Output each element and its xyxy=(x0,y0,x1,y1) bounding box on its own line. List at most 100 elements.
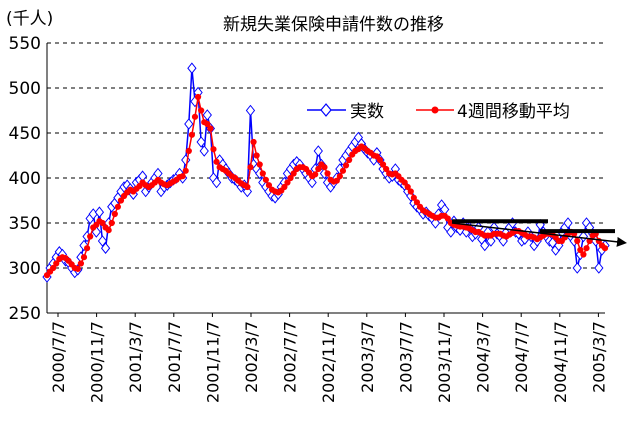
y-tick-label: 500 xyxy=(9,79,41,99)
data-point xyxy=(53,260,60,267)
data-point xyxy=(583,245,590,252)
data-point xyxy=(211,176,222,189)
data-point xyxy=(194,93,202,101)
data-point xyxy=(480,239,490,252)
data-point xyxy=(79,239,89,252)
data-point xyxy=(199,145,209,157)
data-point xyxy=(50,264,57,272)
data-point xyxy=(105,227,112,234)
y-axis-unit: (千人) xyxy=(6,9,54,29)
data-point xyxy=(413,199,421,206)
data-point xyxy=(207,125,214,132)
data-point xyxy=(577,246,584,254)
data-point xyxy=(256,161,263,168)
legend-label-average: 4週間移動平均 xyxy=(457,102,570,122)
data-point xyxy=(324,170,331,177)
x-tick-label: 2004/11/7 xyxy=(551,321,570,403)
data-point xyxy=(204,120,211,128)
data-point xyxy=(259,170,266,177)
data-point xyxy=(572,262,582,274)
data-point xyxy=(444,215,451,222)
data-point xyxy=(410,194,417,201)
data-point xyxy=(284,179,291,186)
data-point xyxy=(333,177,340,184)
data-point xyxy=(404,183,411,191)
legend-label-actual: 実数 xyxy=(350,102,384,122)
x-tick-label: 2004/3/7 xyxy=(474,321,493,393)
data-point xyxy=(185,147,192,155)
legend-marker-average xyxy=(431,106,439,114)
data-point xyxy=(210,146,217,153)
x-tick-label: 2003/7/7 xyxy=(396,321,415,393)
data-point xyxy=(262,176,269,183)
data-point xyxy=(202,109,212,121)
data-point xyxy=(446,226,456,238)
data-point xyxy=(191,113,199,120)
data-point xyxy=(253,152,260,159)
x-tick-label: 2001/7/7 xyxy=(165,321,184,393)
data-point xyxy=(182,167,189,174)
data-point xyxy=(580,251,587,258)
x-tick-label: 2002/11/7 xyxy=(319,321,338,403)
y-tick-label: 550 xyxy=(9,34,41,54)
y-tick-label: 350 xyxy=(9,214,41,234)
chart-title: 新規失業保険申請件数の推移 xyxy=(223,15,444,35)
trend-arrow xyxy=(451,222,627,247)
y-tick-label: 250 xyxy=(9,304,41,324)
x-tick-label: 2003/3/7 xyxy=(358,321,377,393)
data-point xyxy=(383,165,390,173)
data-point xyxy=(290,170,297,177)
data-point xyxy=(196,136,206,148)
data-point xyxy=(114,203,122,210)
x-tick-label: 2000/11/7 xyxy=(88,321,107,403)
data-point xyxy=(250,138,257,146)
data-point xyxy=(342,162,350,169)
data-point xyxy=(313,145,323,157)
data-point xyxy=(179,173,186,180)
data-point xyxy=(346,156,353,164)
data-point xyxy=(281,183,288,191)
data-point xyxy=(187,62,197,75)
x-tick-label: 2003/11/7 xyxy=(435,321,454,403)
data-point xyxy=(265,182,273,189)
data-point xyxy=(247,164,254,171)
y-tick-label: 400 xyxy=(9,169,41,189)
data-point xyxy=(287,174,294,182)
data-point xyxy=(401,179,408,186)
data-point xyxy=(111,210,118,218)
data-point xyxy=(108,219,115,227)
data-point xyxy=(563,217,573,229)
x-tick-label: 2002/7/7 xyxy=(281,321,300,393)
data-point xyxy=(594,262,604,274)
x-tick-label: 2001/3/7 xyxy=(126,321,145,393)
data-point xyxy=(100,242,111,255)
legend-marker-actual xyxy=(320,103,332,117)
x-tick-label: 2005/3/7 xyxy=(589,321,608,393)
x-tick-label: 2001/11/7 xyxy=(203,321,222,403)
data-point xyxy=(307,176,317,189)
data-point xyxy=(99,219,106,227)
y-tick-label: 450 xyxy=(9,124,41,144)
data-point xyxy=(198,107,205,114)
data-point xyxy=(213,158,220,165)
data-point xyxy=(312,171,319,178)
data-point xyxy=(87,233,94,240)
data-point xyxy=(244,183,251,191)
data-point xyxy=(379,161,387,168)
data-point xyxy=(77,260,85,267)
data-point xyxy=(97,235,108,247)
data-point xyxy=(94,206,105,219)
data-point xyxy=(578,230,589,243)
data-point xyxy=(188,131,195,138)
x-tick-label: 2000/7/7 xyxy=(49,321,68,393)
data-point xyxy=(574,237,581,245)
data-point xyxy=(184,118,194,130)
trend-annotation xyxy=(451,219,627,247)
data-point xyxy=(336,173,343,180)
data-point xyxy=(601,245,609,252)
data-point xyxy=(407,188,414,195)
data-point xyxy=(74,265,81,272)
data-point xyxy=(80,254,88,261)
series-moving-average xyxy=(43,93,609,279)
